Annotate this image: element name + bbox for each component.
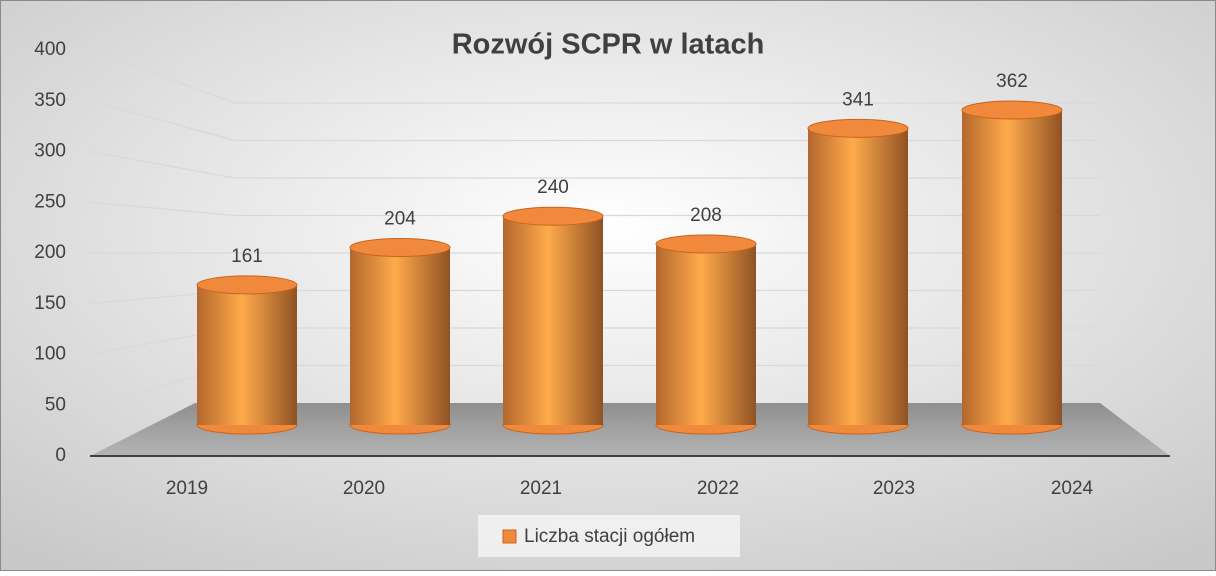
data-label: 341 (842, 89, 874, 110)
legend-label: Liczba stacji ogółem (524, 526, 695, 547)
data-label: 240 (537, 177, 569, 198)
bar (962, 110, 1062, 425)
x-tick-label: 2024 (1051, 478, 1094, 499)
bar-top (349, 238, 451, 258)
y-tick-label: 200 (34, 242, 66, 263)
bar-top (502, 206, 604, 226)
bar (808, 128, 908, 425)
x-tick-label: 2023 (873, 478, 915, 499)
legend-swatch (502, 529, 517, 544)
legend-box (478, 515, 740, 557)
data-label: 204 (384, 209, 416, 230)
data-label: 208 (690, 205, 722, 226)
bar-top (961, 100, 1063, 120)
y-tick-label: 50 (45, 394, 66, 415)
y-tick-label: 300 (34, 141, 66, 162)
bar-top (196, 275, 298, 295)
chart-title: Rozwój SCPR w latach (452, 29, 765, 61)
x-tick-label: 2020 (343, 478, 385, 499)
bar-top (807, 118, 909, 138)
data-label: 161 (231, 246, 263, 267)
y-tick-label: 250 (34, 191, 66, 212)
y-tick-label: 150 (34, 293, 66, 314)
y-tick-label: 350 (34, 90, 66, 111)
bar (503, 216, 603, 425)
grid-line (89, 49, 1100, 104)
y-tick-label: 400 (34, 39, 66, 60)
bar-top (655, 234, 757, 254)
y-tick-label: 100 (34, 344, 66, 365)
bar (350, 247, 450, 425)
bar (656, 244, 756, 425)
x-tick-label: 2022 (697, 478, 739, 499)
x-tick-label: 2019 (166, 478, 208, 499)
data-label: 362 (996, 71, 1028, 92)
bar (197, 284, 297, 425)
y-tick-label: 0 (55, 445, 66, 466)
x-tick-label: 2021 (520, 478, 562, 499)
